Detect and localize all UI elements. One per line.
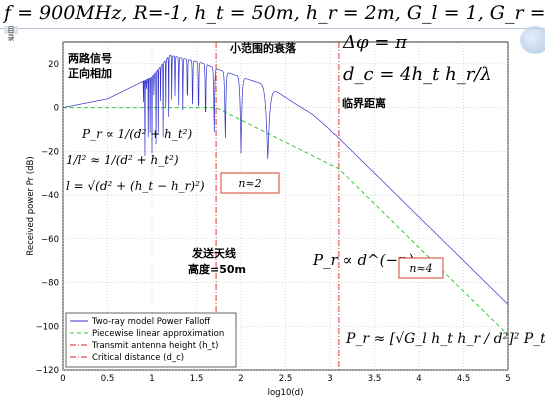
- x-tick-label: 4: [416, 374, 421, 384]
- formula-pr-prop: P_r ∝ 1/(d² + h_t²): [81, 127, 192, 141]
- formula-l: l = √(d² + (h_t − h_r)²): [66, 179, 205, 193]
- formula-pr-approx: P_r ≈ [√G_l h_t h_r / d²]² P_t: [345, 331, 545, 347]
- y-tick-label: −40: [41, 191, 59, 201]
- grid-layer: [62, 42, 509, 371]
- x-tick-label: 3.5: [368, 374, 382, 384]
- label-two-path-line2: 正向相加: [68, 66, 112, 80]
- x-tick-label: 0: [60, 374, 65, 384]
- x-tick-label: 1.5: [190, 374, 204, 384]
- y-tick-label: −120: [36, 366, 59, 376]
- series-layer: [62, 42, 509, 370]
- y-tick-label: 0: [54, 104, 59, 114]
- parameter-text: f = 900MHz, R=-1, h_t = 50m, h_r = 2m, G…: [4, 2, 545, 24]
- label-two-path-line1: 两路信号: [68, 51, 112, 65]
- formula-delta-phi: Δφ = π: [342, 32, 408, 53]
- university-seal-icon: [520, 26, 545, 54]
- y-tick-label: −100: [36, 322, 59, 332]
- legend-label: Critical distance (d_c): [92, 353, 184, 363]
- contents-stamp[interactable]: 目 录: [4, 26, 18, 42]
- y-axis-label: Received power Pr (dB): [26, 156, 36, 255]
- x-tick-label: 2.5: [279, 374, 293, 384]
- x-tick-label: 5: [505, 374, 510, 384]
- n2-box: [220, 172, 280, 194]
- y-tick-label: 20: [48, 60, 59, 70]
- formula-pr-d-n: P_r ∝ d^(−n): [312, 251, 414, 269]
- series-line-piecewise: [63, 107, 509, 336]
- x-tick-label: 4.5: [457, 374, 471, 384]
- series-line-two-ray: [62, 54, 509, 305]
- legend-box: [65, 312, 237, 368]
- parameter-banner: f = 900MHz, R=-1, h_t = 50m, h_r = 2m, G…: [0, 0, 545, 29]
- formula-inverse-l2: 1/l² ≈ 1/(d² + h_t²): [66, 153, 179, 167]
- legend-label: Piecewise linear approximation: [92, 329, 224, 339]
- legend-label: Transmit antenna height (h_t): [91, 341, 218, 351]
- n4-box: [398, 257, 444, 279]
- label-antenna-line2: 高度=50m: [188, 262, 246, 276]
- legend-label: Two-ray model Power Falloff: [91, 317, 211, 327]
- axis-layer: 0 0.5 1 1.5 2 2.5 3 3.5 4 4.5 5 20 0 −20 −40 −60 −80 −100…: [26, 60, 511, 398]
- x-axis-label: log10(d): [268, 388, 304, 398]
- x-tick-label: 0.5: [101, 374, 115, 384]
- label-critical-distance: 临界距离: [342, 96, 386, 110]
- label-n4: n≈4: [409, 262, 432, 275]
- x-tick-label: 1: [149, 374, 154, 384]
- label-small-scale-fading: 小范围的衰落: [229, 41, 297, 55]
- y-tick-label: −80: [41, 279, 59, 289]
- label-n2: n≈2: [238, 177, 261, 190]
- label-antenna-line1: 发送天线: [191, 246, 236, 260]
- formula-critical-distance: d_c = 4h_t h_r/λ: [343, 64, 492, 85]
- y-tick-label: −20: [41, 147, 59, 157]
- x-tick-label: 2: [238, 374, 243, 384]
- y-tick-label: −60: [41, 235, 59, 245]
- x-tick-label: 3: [327, 374, 332, 384]
- legend: Two-ray model Power Falloff Piecewise lin…: [65, 312, 237, 368]
